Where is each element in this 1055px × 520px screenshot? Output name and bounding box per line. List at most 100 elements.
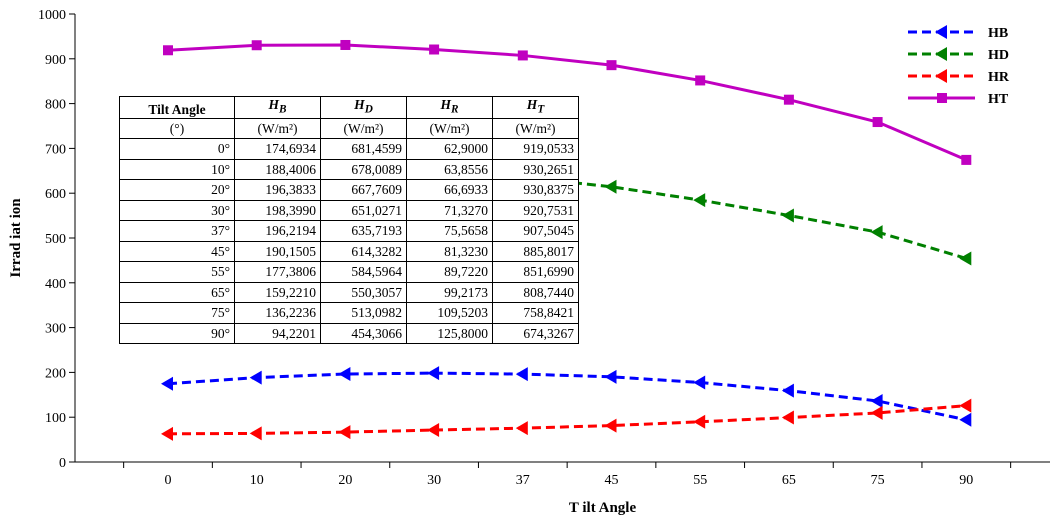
table-cell: 177,3806 <box>234 261 321 283</box>
legend-hd-point <box>935 47 947 61</box>
table-cell: 907,5045 <box>492 220 579 242</box>
y-axis-title: Irrad iat ion <box>8 198 24 278</box>
x-tick-label: 75 <box>871 473 885 488</box>
table-cell: 667,7609 <box>320 179 407 201</box>
table-row: 55° 177,3806 584,5964 89,7220 851,6990 <box>119 261 579 283</box>
table-row: 45° 190,1505 614,3282 81,3230 885,8017 <box>119 240 579 263</box>
table-cell: 30° <box>119 199 235 222</box>
table-cell: 190,1505 <box>234 240 321 263</box>
unit-tilt-angle: (°) <box>119 117 235 140</box>
table-cell: 651,0271 <box>320 199 407 222</box>
legend-ht: HT <box>908 92 1009 107</box>
series-ht-point <box>340 39 351 50</box>
table-cell: 930,8375 <box>492 179 579 201</box>
y-tick-label: 400 <box>45 277 66 292</box>
series-hd-point <box>959 251 972 266</box>
series-hr-point <box>249 426 262 441</box>
unit-hd: (W/m²) <box>320 117 407 140</box>
table-cell: 550,3057 <box>320 281 407 304</box>
series-hb-point <box>515 367 528 382</box>
legend-hb: HB <box>908 25 1008 41</box>
table-cell: 66,6933 <box>406 179 493 201</box>
series-hr-point <box>693 414 706 429</box>
header-tilt-angle: Tilt Angle <box>119 96 235 119</box>
series-ht-point <box>961 154 972 165</box>
table-cell: 10° <box>119 158 235 181</box>
legend-hr-label: HR <box>988 70 1010 85</box>
y-tick-label: 200 <box>45 366 66 381</box>
series-ht-point <box>429 44 440 55</box>
series-ht-point <box>783 94 794 105</box>
y-tick-label: 800 <box>45 98 66 113</box>
table-cell: 851,6990 <box>492 261 579 283</box>
series-hr-point <box>604 418 617 433</box>
table-cell: 99,2173 <box>406 281 493 304</box>
header-hb: HB <box>234 96 321 119</box>
table-cell: 930,2651 <box>492 158 579 181</box>
table-cell: 174,6934 <box>234 138 321 160</box>
series-hr-point <box>427 423 440 438</box>
table-units-row: (°) (W/m²) (W/m²) (W/m²) (W/m²) <box>119 117 579 140</box>
table-cell: 584,5964 <box>320 261 407 283</box>
legend-hb-point <box>935 25 947 39</box>
series-hr-point <box>161 426 173 441</box>
table-cell: 94,2201 <box>234 322 321 345</box>
series-ht <box>163 39 972 165</box>
table-cell: 198,3990 <box>234 199 321 222</box>
legend: HB HD HR HT <box>908 25 1010 107</box>
x-tick-label: 0 <box>165 473 172 488</box>
table-row: 75° 136,2236 513,0982 109,5203 758,8421 <box>119 302 579 324</box>
table-cell: 196,2194 <box>234 220 321 242</box>
series-hr-point <box>338 425 351 440</box>
series-hb-point <box>693 375 706 390</box>
series-hb-point <box>427 366 440 381</box>
table-row: 10° 188,4006 678,0089 63,8556 930,2651 <box>119 158 579 181</box>
series-hb-point <box>870 393 883 408</box>
series-hr-point <box>515 421 528 436</box>
legend-ht-point <box>937 93 947 103</box>
series-hb-point <box>338 367 351 382</box>
x-tick-label: 45 <box>605 473 619 488</box>
table-cell: 758,8421 <box>492 302 579 324</box>
table-cell: 109,5203 <box>406 302 493 324</box>
table-cell: 45° <box>119 240 235 263</box>
y-tick-label: 0 <box>59 456 66 471</box>
unit-hr: (W/m²) <box>406 117 493 140</box>
legend-hr-point <box>935 69 947 83</box>
table-row: 0° 174,6934 681,4599 62,9000 919,0533 <box>119 138 579 160</box>
series-hr-point <box>781 410 794 425</box>
series-hr <box>161 398 972 441</box>
table-cell: 808,7440 <box>492 281 579 304</box>
unit-hb: (W/m²) <box>234 117 321 140</box>
series-hb-point <box>959 412 972 427</box>
x-tick-label: 30 <box>427 473 441 488</box>
y-tick-label: 700 <box>45 142 66 157</box>
table-cell: 81,3230 <box>406 240 493 263</box>
table-row: 30° 198,3990 651,0271 71,3270 920,7531 <box>119 199 579 222</box>
y-tick-label: 300 <box>45 322 66 337</box>
table-header-row: Tilt Angle HB HD HR HT <box>119 96 579 119</box>
table-row: 20° 196,3833 667,7609 66,6933 930,8375 <box>119 179 579 201</box>
legend-hr: HR <box>908 69 1010 85</box>
series-hb <box>161 366 972 427</box>
legend-hd: HD <box>908 47 1009 63</box>
series-ht-point <box>872 117 883 128</box>
y-tick-label: 1000 <box>38 8 66 23</box>
table-row: 37° 196,2194 635,7193 75,5658 907,5045 <box>119 220 579 242</box>
table-cell: 136,2236 <box>234 302 321 324</box>
table-cell: 89,7220 <box>406 261 493 283</box>
x-tick-label: 20 <box>338 473 352 488</box>
series-hb-point <box>161 376 173 391</box>
table-cell: 63,8556 <box>406 158 493 181</box>
table-cell: 90° <box>119 322 235 345</box>
table-cell: 196,3833 <box>234 179 321 201</box>
series-hd-point <box>604 179 617 194</box>
table-cell: 20° <box>119 179 235 201</box>
legend-ht-label: HT <box>988 92 1009 107</box>
table-row: 90° 94,2201 454,3066 125,8000 674,3267 <box>119 322 579 345</box>
series-hr-point <box>959 398 972 413</box>
series-ht-point <box>606 60 617 71</box>
table-cell: 71,3270 <box>406 199 493 222</box>
series-layer <box>161 39 972 441</box>
